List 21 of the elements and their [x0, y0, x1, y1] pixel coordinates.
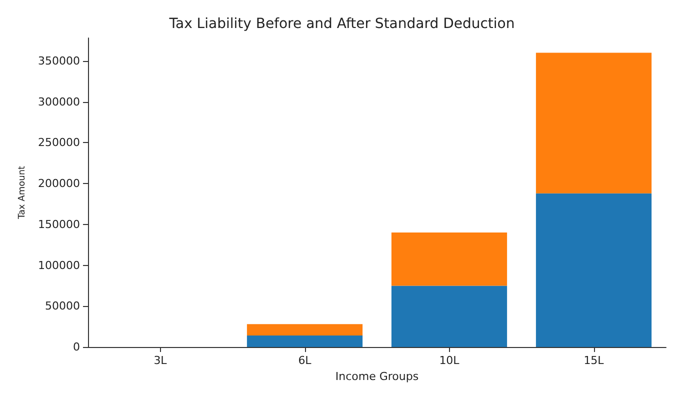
bar — [391, 286, 508, 347]
y-tick-label: 350000 — [38, 54, 80, 68]
y-tick-label: 100000 — [38, 258, 80, 272]
x-tick-label: 6L — [298, 354, 312, 367]
bar — [536, 52, 652, 194]
y-tick-label: 50000 — [45, 300, 80, 313]
y-axis-title: Tax Amount — [18, 165, 28, 220]
y-tick-label: 300000 — [38, 95, 80, 108]
bar — [246, 324, 363, 336]
y-tick-label: 0 — [73, 340, 80, 354]
y-tick-label: 150000 — [38, 218, 80, 231]
x-tick-label: 10L — [439, 354, 460, 367]
y-tick-label: 250000 — [38, 136, 80, 150]
bar — [391, 232, 508, 286]
x-tick-label: 15L — [584, 354, 605, 367]
x-axis-title: Income Groups — [335, 370, 419, 383]
bar — [246, 336, 363, 347]
chart-title: Tax Liability Before and After Standard Deduction — [168, 16, 515, 32]
x-tick-label: 3L — [154, 354, 168, 367]
bar — [536, 193, 652, 347]
y-tick-label: 200000 — [38, 177, 80, 190]
